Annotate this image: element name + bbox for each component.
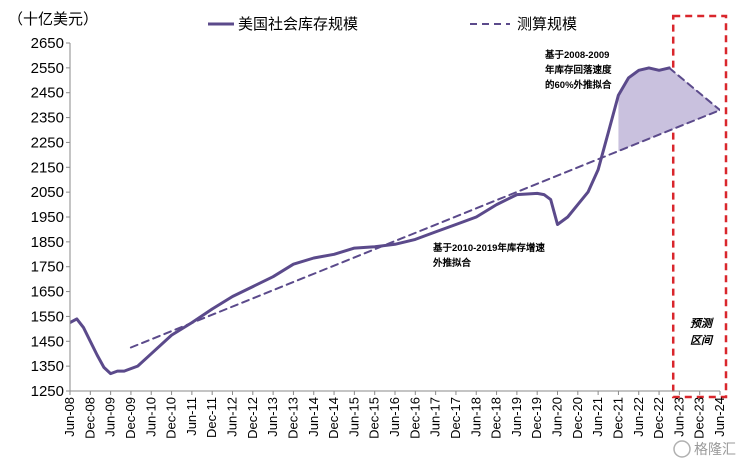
shaded-gap-area [618, 67, 720, 152]
x-tick-label: Dec-13 [285, 397, 300, 439]
x-tick-label: Dec-23 [692, 397, 707, 439]
x-tick-label: Dec-14 [326, 397, 341, 439]
forecast-zone-box [671, 14, 728, 399]
x-tick-label: Jun-18 [468, 397, 483, 437]
x-tick-label: Jun-16 [387, 397, 402, 437]
watermark: 格隆汇 [673, 440, 736, 458]
watermark-logo-icon [673, 440, 691, 458]
series-line-actual [70, 66, 671, 376]
x-tick-label: Jun-11 [184, 397, 199, 436]
y-tick-label: 2550 [31, 60, 64, 77]
x-tick-label: Jun-09 [103, 397, 118, 437]
x-tick-label: Dec-17 [448, 397, 463, 439]
x-tick-label: Jun-17 [428, 397, 443, 437]
x-tick-label: Dec-11 [204, 397, 219, 438]
forecast-label-line-1: 预测 [690, 317, 714, 330]
y-tick-label: 2250 [31, 134, 64, 151]
x-tick-label: Dec-08 [82, 397, 97, 439]
x-tick-label: Dec-15 [367, 397, 382, 439]
x-tick-label: Jun-14 [306, 397, 321, 437]
x-tick-label: Jun-10 [143, 397, 158, 437]
y-tick-label: 1750 [31, 259, 64, 276]
annotation-2010-line-1: 基于2010-2019年库存增速 [432, 242, 545, 254]
series-line-estimated-2 [668, 66, 720, 112]
y-tick-label: 1450 [31, 333, 64, 350]
x-tick-label: Dec-21 [610, 397, 625, 439]
x-tick-label: Jun-23 [671, 397, 686, 437]
annotation-2008-line-1: 基于2008-2009 [544, 49, 609, 61]
series-line-estimated-1 [129, 109, 720, 349]
y-tick-label: 1950 [31, 209, 64, 226]
x-tick-label: Jun-24 [712, 397, 727, 437]
x-tick-label: Dec-18 [489, 397, 504, 439]
y-tick-label: 2650 [31, 35, 64, 52]
y-tick-label: 1250 [31, 383, 64, 400]
unit-label: （十亿美元） [8, 11, 98, 28]
y-tick-label: 1650 [31, 284, 64, 301]
x-tick-label: Dec-09 [123, 397, 138, 439]
x-tick-label: Dec-20 [570, 397, 585, 439]
y-tick-label: 2050 [31, 184, 64, 201]
y-tick-label: 2450 [31, 85, 64, 102]
x-tick-label: Jun-22 [631, 397, 646, 437]
watermark-text: 格隆汇 [694, 441, 736, 457]
legend-label-estimated: 测算规模 [517, 15, 577, 33]
x-tick-label: Jun-20 [550, 397, 565, 437]
y-tick-label: 2350 [31, 110, 64, 127]
annotation-2010-line-2: 外推拟合 [432, 257, 472, 269]
annotation-2008-line-3: 的60%外推拟合 [545, 79, 612, 91]
forecast-zone-label: 预测 区间 [690, 317, 714, 347]
x-tick-label: Dec-10 [164, 397, 179, 439]
legend-label-actual: 美国社会库存规模 [238, 16, 358, 33]
x-tick-label: Jun-12 [225, 397, 240, 437]
annotation-2010-2019: 基于2010-2019年库存增速 外推拟合 [432, 242, 545, 269]
x-tick-label: Dec-12 [245, 397, 260, 439]
x-tick-label: Jun-15 [346, 397, 361, 437]
x-tick-label: Dec-22 [651, 397, 666, 439]
x-tick-label: Jun-21 [590, 397, 605, 437]
y-tick-label: 1350 [31, 358, 64, 375]
forecast-label-line-2: 区间 [690, 334, 714, 347]
x-tick-label: Jun-08 [62, 397, 77, 437]
annotation-2008-2009: 基于2008-2009 年库存回落速度 的60%外推拟合 [544, 49, 612, 91]
x-tick-label: Jun-19 [509, 397, 524, 437]
y-tick-label: 1850 [31, 234, 64, 251]
y-tick-label: 2150 [31, 159, 64, 176]
legend: 美国社会库存规模 测算规模 [208, 15, 577, 33]
x-tick-label: Dec-16 [407, 397, 422, 439]
x-tick-label: Dec-19 [529, 397, 544, 439]
x-tick-label: Jun-13 [265, 397, 280, 437]
annotation-2008-line-2: 年库存回落速度 [545, 64, 612, 76]
y-tick-label: 1550 [31, 308, 64, 325]
